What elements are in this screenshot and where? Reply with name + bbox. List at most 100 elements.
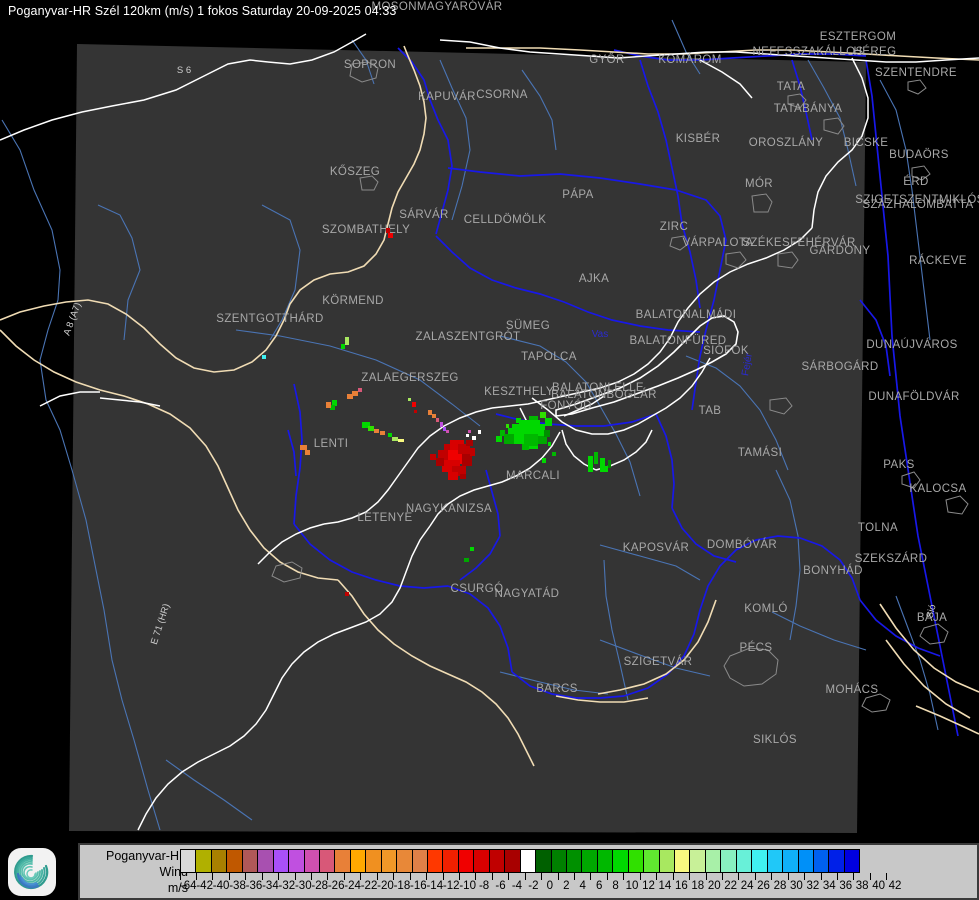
- city-label: KOMÁROM: [658, 53, 722, 66]
- legend-tick: -14: [426, 873, 444, 899]
- legend-unit-label: m/s: [167, 881, 188, 895]
- legend-tick: -6: [491, 873, 508, 899]
- city-label: BONYHÁD: [803, 564, 863, 577]
- city-label: SZENTENDRE: [875, 67, 957, 79]
- legend-swatch: [812, 849, 830, 873]
- city-label: ZALASZENTGRÓT: [416, 330, 521, 343]
- legend-swatch: [241, 849, 259, 873]
- radar-map[interactable]: SOPRON KAPUVÁR CSORNA MOSONMAGYARÓVÁR GYŐR KO…: [0, 0, 979, 836]
- legend-tick: -36: [245, 873, 262, 899]
- legend-tick-value: -14: [426, 880, 444, 892]
- legend-swatch: [689, 849, 706, 873]
- page-title: Poganyvar-HR Szél 120km (m/s) 1 fokos Sa…: [8, 4, 397, 18]
- legend-tick-value: 42: [888, 880, 902, 892]
- legend-swatch: [318, 849, 336, 873]
- legend-tick-value: -34: [262, 880, 279, 892]
- legend-tick-value: 28: [773, 880, 787, 892]
- legend-tick: 14: [656, 873, 673, 899]
- legend-tick: -38: [228, 873, 246, 899]
- legend-tick-value: -38: [229, 880, 246, 892]
- legend-tick: -24: [343, 873, 361, 899]
- legend-tick: -8: [475, 873, 492, 899]
- echo-inbound-core: [430, 440, 475, 480]
- legend-tick: 10: [623, 873, 640, 899]
- legend-quantity-label: Wind: [159, 865, 188, 879]
- city-label: TOLNA: [858, 522, 898, 534]
- city-label: MOSONMAGYARÓVÁR: [371, 0, 502, 13]
- color-scale-legend: Poganyvar-HR Wind m/s -64 -42 -40 -38 -36 -34…: [78, 843, 979, 900]
- legend-tick-value: -4: [511, 880, 523, 892]
- legend-tick: -22: [360, 873, 377, 899]
- legend-swatch: [720, 849, 737, 873]
- legend-swatch: [349, 849, 367, 873]
- city-label: ZALAEGERSZEG: [361, 372, 458, 384]
- echo-outbound-core: [504, 424, 538, 446]
- map-canvas: SOPRON KAPUVÁR CSORNA MOSONMAGYARÓVÁR GYŐR KO…: [0, 0, 979, 833]
- legend-tick-value: 18: [691, 880, 705, 892]
- legend-tick: -32: [278, 873, 295, 899]
- legend-tick: 36: [837, 873, 854, 899]
- legend-tick-labels: -64 -42 -40 -38 -36 -34 -32 -30 -28 -26 -24 -22 -20-…: [179, 873, 903, 899]
- legend-swatch: [782, 849, 799, 873]
- legend-tick: -2: [524, 873, 541, 899]
- legend-swatch: [828, 849, 845, 873]
- legend-tick: 6: [590, 873, 607, 899]
- echo-zero-line: [466, 430, 481, 440]
- city-label: GYŐR: [589, 52, 624, 66]
- legend-tick-value: 0: [546, 880, 554, 892]
- legend-swatch: [473, 849, 490, 873]
- legend-swatch: [210, 849, 228, 873]
- legend-tick: 42: [886, 873, 903, 899]
- legend-swatch: [504, 849, 521, 873]
- legend-swatch: [411, 849, 428, 873]
- city-label: FONYÓD: [540, 399, 592, 412]
- city-label: ZIRC: [660, 221, 688, 233]
- echo-scattered-cells: [262, 228, 556, 596]
- legend-swatch: [380, 849, 398, 873]
- legend-tick-value: -26: [327, 880, 345, 892]
- national-border: [0, 45, 979, 767]
- city-label: BALATONALMÁDI: [636, 308, 737, 321]
- city-label: KOMLÓ: [744, 602, 788, 615]
- legend-tick: 22: [721, 873, 738, 899]
- legend-tick: 34: [820, 873, 837, 899]
- legend-tick: 24: [738, 873, 755, 899]
- city-label: BICSKE: [844, 137, 889, 149]
- legend-swatch: [797, 849, 814, 873]
- city-label-layer: SOPRON KAPUVÁR CSORNA MOSONMAGYARÓVÁR GYŐR KO…: [216, 0, 979, 746]
- city-label: SIKLÓS: [753, 733, 797, 746]
- legend-tick-value: 8: [612, 880, 619, 892]
- legend-tick: -64: [179, 873, 197, 899]
- city-label: CSORNA: [476, 89, 528, 101]
- legend-swatch: [195, 849, 212, 873]
- city-label: SOPRON: [344, 59, 396, 71]
- legend-swatch: [257, 849, 274, 873]
- city-label: HÉREG: [854, 45, 897, 58]
- legend-tick: 28: [771, 873, 788, 899]
- city-label: NAGYATÁD: [495, 587, 560, 600]
- provider-logo[interactable]: [8, 848, 56, 896]
- legend-tick: -30: [294, 873, 312, 899]
- legend-tick-value: 12: [642, 880, 655, 892]
- legend-tick: 4: [574, 873, 591, 899]
- legend-tick: -18: [393, 873, 410, 899]
- legend-swatch: [658, 849, 675, 873]
- city-label: DUNAFÖLDVÁR: [868, 390, 959, 403]
- legend-tick-value: -8: [478, 880, 490, 892]
- legend-tick-value: 14: [658, 880, 672, 892]
- lake-balaton: [555, 315, 739, 417]
- legend-tick-value: 24: [740, 880, 754, 892]
- city-label: DOMBÓVÁR: [707, 538, 777, 551]
- legend-tick-value: -10: [459, 880, 476, 892]
- legend-swatch: [735, 849, 753, 873]
- legend-tick-value: 26: [757, 880, 770, 892]
- legend-swatch: [180, 849, 197, 873]
- city-label: CSURGÓ: [451, 582, 504, 595]
- city-label: SZÉKESFEHÉRVÁR: [742, 236, 855, 249]
- legend-tick-value: 10: [625, 880, 639, 892]
- legend-tick: 18: [689, 873, 706, 899]
- city-label: DUNAÚJVÁROS: [866, 338, 957, 351]
- city-label: KAPUVÁR: [418, 90, 476, 103]
- legend-tick-value: -30: [294, 880, 312, 892]
- city-label: MARCALI: [506, 470, 560, 482]
